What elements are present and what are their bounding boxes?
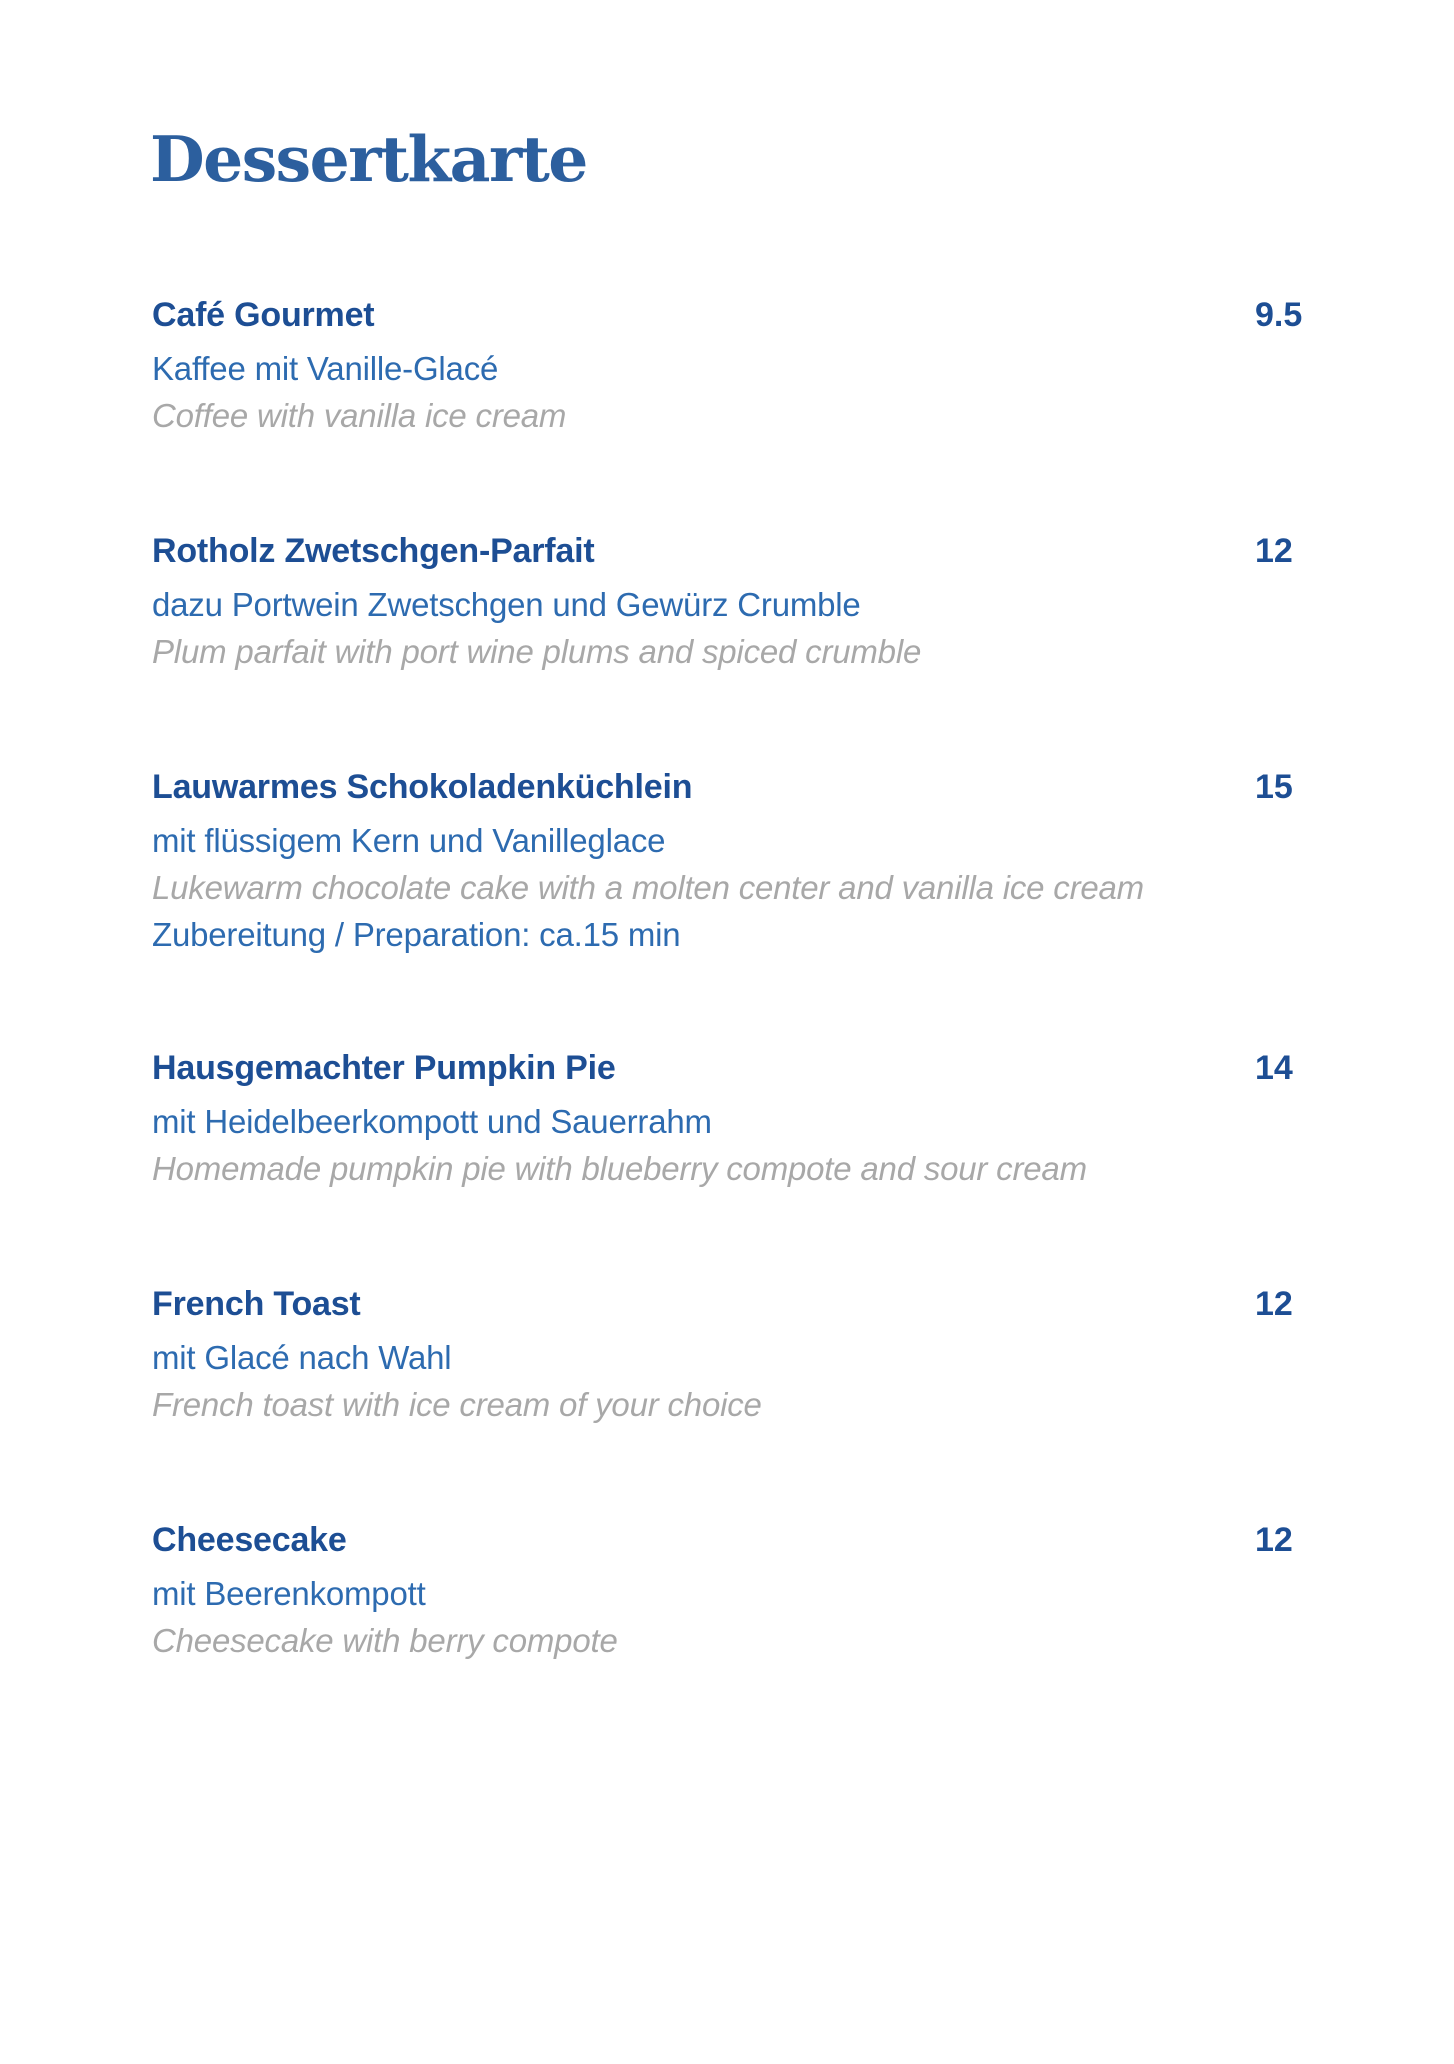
item-description-german: mit Heidelbeerkompott und Sauerrahm xyxy=(152,1103,712,1140)
item-description-german: dazu Portwein Zwetschgen und Gewürz Crum… xyxy=(152,586,861,623)
item-price: 14 xyxy=(1255,1049,1293,1087)
item-preparation-note: Zubereitung / Preparation: ca.15 min xyxy=(152,916,681,953)
item-name: Rotholz Zwetschgen-Parfait xyxy=(152,532,595,570)
menu-item: Cheesecake 12 mit Beerenkompott Cheeseca… xyxy=(152,1517,1308,1664)
item-description-english: Homemade pumpkin pie with blueberry comp… xyxy=(152,1150,1087,1187)
item-header-row: Café Gourmet 9.5 xyxy=(152,292,1308,345)
menu-items: Café Gourmet 9.5 Kaffee mit Vanille-Glac… xyxy=(152,292,1308,1753)
item-header-row: Cheesecake 12 xyxy=(152,1517,1308,1570)
item-name: Café Gourmet xyxy=(152,296,375,334)
item-description-german: mit flüssigem Kern und Vanilleglace xyxy=(152,822,666,859)
item-price: 12 xyxy=(1255,1285,1293,1323)
item-price: 12 xyxy=(1255,1521,1293,1559)
menu-item: Lauwarmes Schokoladenküchlein 15 mit flü… xyxy=(152,764,1308,958)
menu-item: Hausgemachter Pumpkin Pie 14 mit Heidelb… xyxy=(152,1045,1308,1192)
menu-item: French Toast 12 mit Glacé nach Wahl Fren… xyxy=(152,1281,1308,1428)
item-description-english: Coffee with vanilla ice cream xyxy=(152,397,567,434)
item-price: 15 xyxy=(1255,768,1293,806)
item-description-german: Kaffee mit Vanille-Glacé xyxy=(152,350,499,387)
item-name: Lauwarmes Schokoladenküchlein xyxy=(152,768,693,806)
item-description-english: French toast with ice cream of your choi… xyxy=(152,1386,762,1423)
page-title: Dessertkarte xyxy=(150,122,588,196)
menu-item: Café Gourmet 9.5 Kaffee mit Vanille-Glac… xyxy=(152,292,1308,439)
menu-item: Rotholz Zwetschgen-Parfait 12 dazu Portw… xyxy=(152,528,1308,675)
item-price: 9.5 xyxy=(1255,296,1303,334)
item-description-german: mit Beerenkompott xyxy=(152,1575,426,1612)
item-description-german: mit Glacé nach Wahl xyxy=(152,1339,452,1376)
item-price: 12 xyxy=(1255,532,1293,570)
item-description-english: Cheesecake with berry compote xyxy=(152,1622,618,1659)
item-header-row: Hausgemachter Pumpkin Pie 14 xyxy=(152,1045,1308,1098)
item-header-row: French Toast 12 xyxy=(152,1281,1308,1334)
item-description-english: Plum parfait with port wine plums and sp… xyxy=(152,633,922,670)
item-description-english: Lukewarm chocolate cake with a molten ce… xyxy=(152,869,1144,906)
item-header-row: Lauwarmes Schokoladenküchlein 15 xyxy=(152,764,1308,817)
item-name: Hausgemachter Pumpkin Pie xyxy=(152,1049,616,1087)
item-name: Cheesecake xyxy=(152,1521,347,1559)
item-header-row: Rotholz Zwetschgen-Parfait 12 xyxy=(152,528,1308,581)
item-name: French Toast xyxy=(152,1285,361,1323)
